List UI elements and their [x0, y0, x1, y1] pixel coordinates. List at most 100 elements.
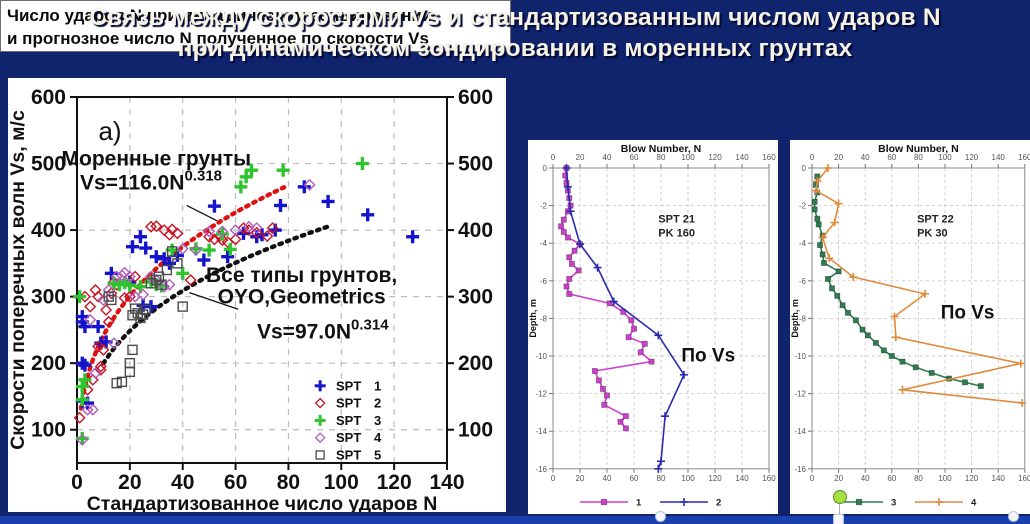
station-label-line: SPT 22 [917, 214, 954, 226]
axes: 0020204040606080801001001201201401401601… [528, 143, 776, 483]
spt21-profile-chart: 0020204040606080801001001201201401401601… [528, 143, 776, 509]
y-tick-label: 400 [31, 219, 66, 242]
x-tick-label-bottom: 100 [681, 474, 695, 483]
y-tick-label: -16 [794, 465, 806, 474]
right-header-line1: Число ударов N при динамическом зондиров… [7, 6, 433, 25]
y-tick-label: -4 [540, 239, 548, 248]
y-tick-label: -4 [799, 239, 807, 248]
x-tick-label-bottom: 20 [576, 474, 585, 483]
y-tick-label: 200 [31, 352, 66, 375]
bottom-strip [0, 516, 1030, 524]
x-tick-label-bottom: 40 [603, 474, 612, 483]
y-tick-label-right: 600 [458, 86, 493, 109]
x-tick-label: 20 [576, 153, 585, 162]
x-tick-label: 40 [861, 153, 870, 162]
series-spt-5 [103, 246, 188, 389]
y-tick-label: -8 [540, 314, 548, 323]
station-label: SPT 22 PK 30 [917, 214, 954, 240]
y-tick-label: -12 [794, 390, 806, 399]
x-tick-label: 140 [735, 153, 749, 162]
x-tick-label: 80 [914, 153, 923, 162]
vs-n-scatter-chart: 100 100 200 200 300 300 400 400 500 500 600 600 0 20 4… [8, 86, 493, 512]
axes: 100 100 200 200 300 300 400 400 500 500 600 600 0 20 4… [8, 86, 493, 512]
x-tick-label-bottom: 140 [735, 474, 749, 483]
legend-label: 2 [374, 396, 381, 411]
y-tick-label: -2 [540, 202, 548, 211]
x-tick-label: 40 [603, 153, 612, 162]
y-tick-label: 500 [31, 153, 66, 176]
x-tick-label-bottom: 0 [810, 474, 815, 483]
panel-label: a) [98, 116, 121, 146]
legend-label: 1 [636, 498, 642, 509]
x-tick-label: 0 [551, 153, 556, 162]
y-tick-label: -10 [794, 352, 806, 361]
x-tick-label: 60 [887, 153, 896, 162]
legend-label: SPT [336, 396, 361, 411]
x-tick-label: 80 [657, 153, 666, 162]
x-axis-label: Стандартизованное число ударов N [87, 493, 438, 512]
selection-handle[interactable] [833, 514, 844, 524]
axis-title: Blow Number, N [621, 143, 702, 155]
x-tick-label-bottom: 60 [630, 474, 639, 483]
spt22-profile-chart: 0020204040606080801001001201201401401601… [790, 143, 1030, 509]
x-tick-label-bottom: 140 [992, 474, 1006, 483]
x-tick-label: 120 [377, 471, 412, 494]
y-tick-label: -2 [799, 202, 807, 211]
y-tick-label: 600 [31, 86, 66, 109]
x-tick-label: 20 [118, 471, 141, 494]
legend-label: SPT [336, 430, 361, 445]
x-tick-label-bottom: 100 [938, 474, 952, 483]
x-tick-label: 60 [224, 471, 247, 494]
legend-label: 1 [374, 378, 381, 393]
y-tick-label-right: 100 [458, 419, 493, 442]
legend-label: 3 [374, 413, 381, 428]
x-tick-label-bottom: 60 [887, 474, 896, 483]
y-tick-label: 300 [31, 286, 66, 309]
spt21-profile-panel: 0 0 20 20 40 40 60 60 80 80 100 100 120 120 140 140 160 1… [528, 140, 778, 514]
x-tick-label-bottom: 80 [914, 474, 923, 483]
legend-label: 5 [374, 448, 381, 463]
x-tick-label-bottom: 20 [834, 474, 843, 483]
y-tick-label: -8 [799, 314, 807, 323]
x-tick-label: 60 [630, 153, 639, 162]
y-tick-label: -12 [535, 390, 547, 399]
y-tick-label: -14 [794, 427, 806, 436]
x-tick-label: 160 [1018, 153, 1030, 162]
right-header-line2: и прогнозное число N полученное по скоро… [7, 29, 429, 48]
x-tick-label: 100 [324, 471, 359, 494]
y-tick-label: -6 [540, 277, 548, 286]
grid [553, 168, 769, 469]
axis-title: Blow Number, N [878, 143, 959, 155]
x-tick-label: 20 [834, 153, 843, 162]
profile-series-3 [811, 173, 984, 390]
legend-label: 2 [716, 498, 721, 509]
legend-label: 4 [971, 498, 977, 509]
x-tick-label-bottom: 40 [861, 474, 870, 483]
x-tick-label: 40 [171, 471, 194, 494]
selection-handle[interactable] [655, 511, 666, 522]
y-tick-label: -14 [535, 427, 547, 436]
legend-label: 4 [374, 430, 382, 445]
legend-label: 3 [891, 498, 896, 509]
spt22-profile-panel: 0 0 20 20 40 40 60 60 80 80 100 100 120 120 140 140 160 1… [790, 140, 1030, 514]
series-spt-4 [76, 178, 316, 446]
selection-handle[interactable] [1008, 511, 1019, 522]
grid [812, 168, 1025, 469]
slide-title-line1: Связь между скоростями Vs и стандартизов… [89, 4, 941, 31]
x-tick-label: 100 [938, 153, 952, 162]
x-tick-label: 140 [429, 471, 464, 494]
y-tick-label-right: 500 [458, 153, 493, 176]
x-tick-label: 0 [810, 153, 815, 162]
right-panel-header: Число ударов N при динамическом зондиров… [0, 0, 511, 52]
legend-label: SPT [336, 378, 361, 393]
rotate-handle-icon[interactable] [833, 490, 847, 504]
y-tick-label: -10 [535, 352, 547, 361]
x-tick-label-bottom: 0 [551, 474, 556, 483]
axes: 0020204040606080801001001201201401401601… [790, 143, 1030, 483]
station-label-line: PK 160 [658, 228, 695, 240]
x-tick-label-bottom: 160 [762, 474, 776, 483]
annotation-text: Все типы грунтов, [206, 264, 397, 287]
